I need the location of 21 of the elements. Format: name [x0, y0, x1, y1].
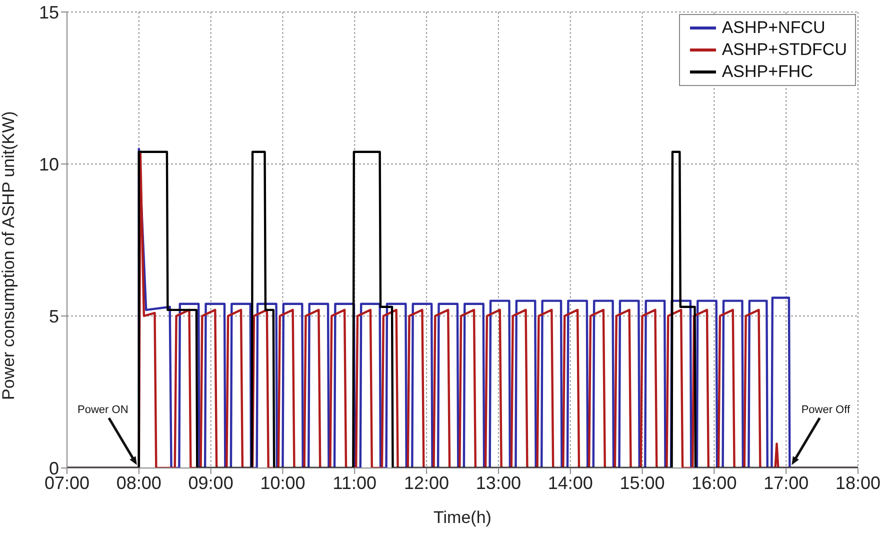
x-tick-label: 18:00 [835, 472, 881, 493]
annotation: Power Off [801, 404, 851, 416]
x-tick-label: 09:00 [188, 472, 234, 493]
x-tick-label: 12:00 [404, 472, 450, 493]
y-tick-label: 10 [38, 154, 59, 174]
annotation: Power ON [78, 404, 128, 416]
y-tick-label: 15 [38, 2, 59, 22]
legend-label: ASHP+NFCU [722, 18, 826, 38]
x-tick-label: 17:00 [764, 472, 809, 493]
legend-label: ASHP+FHC [722, 62, 813, 82]
y-tick-label: 5 [48, 306, 59, 326]
x-tick-label: 15:00 [620, 472, 665, 493]
x-tick-label: 14:00 [548, 472, 593, 493]
x-tick-label: 10:00 [260, 472, 306, 493]
x-tick-label: 16:00 [692, 472, 737, 493]
y-axis-title: Power consumption of ASHP unit(KW) [0, 111, 18, 400]
legend-label: ASHP+STDFCU [722, 40, 847, 60]
x-tick-label: 11:00 [332, 472, 376, 493]
x-tick-label: 13:00 [476, 472, 521, 493]
x-axis-title: Time(h) [434, 508, 492, 527]
x-tick-label: 08:00 [116, 472, 162, 493]
